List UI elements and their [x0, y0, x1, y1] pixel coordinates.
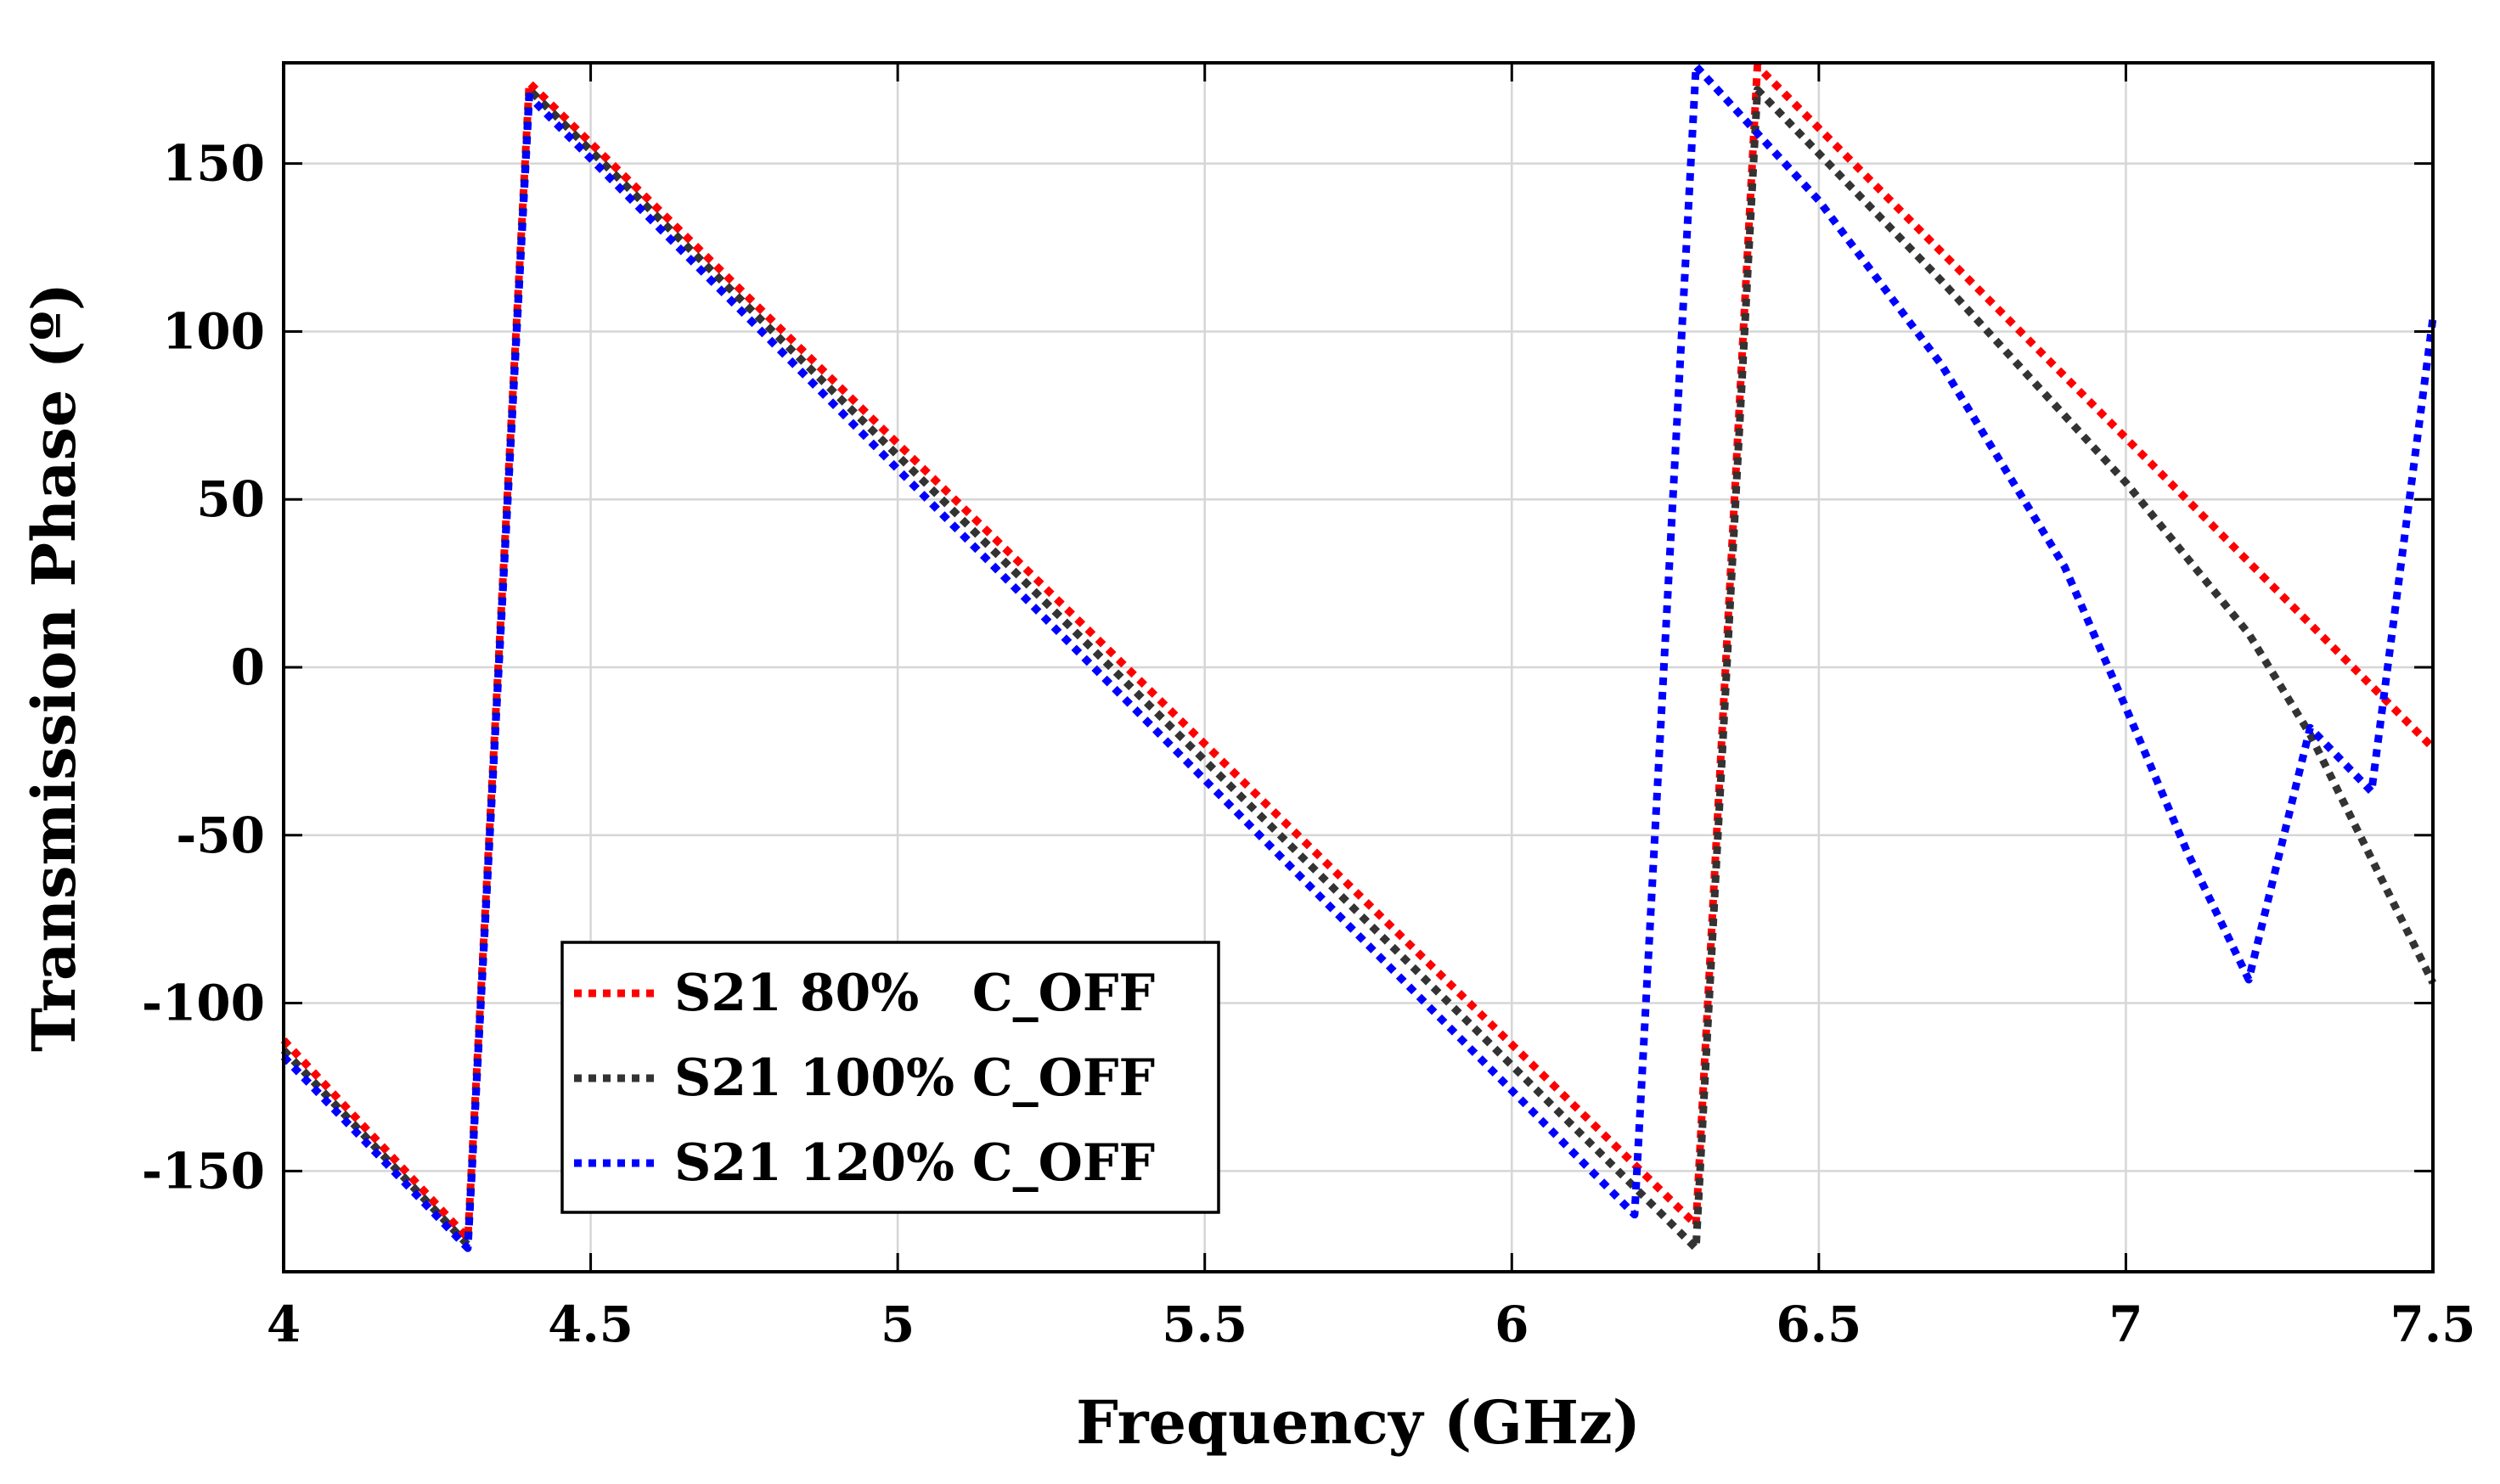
y-tick-label: -50	[176, 807, 265, 864]
legend-label-3: S21 120% C_OFF	[674, 1133, 1155, 1193]
legend-label-1: S21 80% C_OFF	[674, 964, 1155, 1023]
x-tick-label: 6.5	[1776, 1296, 1861, 1353]
x-tick-label: 4	[267, 1296, 301, 1353]
y-axis-label: Transmission Phase (º)	[19, 283, 89, 1052]
series-line-3	[280, 62, 2437, 1252]
x-tick-label: 6	[1495, 1296, 1529, 1353]
series-line-1	[280, 62, 2436, 1242]
axis-ticks	[282, 63, 2435, 1272]
series-line-2	[280, 86, 2437, 1252]
y-tick-label: -100	[142, 975, 265, 1032]
tick-labels: 4 4.5 5 5.5 6 6.5 7 7.5 -150 -100 -50 0 50 100 150	[142, 135, 2476, 1353]
legend-label-2: S21 100% C_OFF	[674, 1048, 1155, 1108]
x-tick-label: 4.5	[548, 1296, 633, 1353]
y-tick-label: 100	[162, 302, 265, 360]
y-tick-label: 50	[196, 470, 265, 528]
legend-box	[560, 941, 1220, 1214]
y-tick-label: 0	[231, 638, 265, 696]
y-tick-label: -150	[142, 1142, 265, 1200]
x-axis-label: Frequency (GHz)	[1076, 1387, 1641, 1458]
x-tick-label: 7	[2109, 1296, 2142, 1353]
x-tick-label: 5	[881, 1296, 915, 1353]
y-tick-label: 150	[162, 135, 265, 193]
legend: S21 80% C_OFF S21 100% C_OFF S21 120% C_OF…	[560, 941, 1220, 1214]
x-tick-label: 7.5	[2390, 1296, 2476, 1353]
series-layer	[280, 62, 2437, 1252]
x-tick-label: 5.5	[1162, 1296, 1247, 1353]
